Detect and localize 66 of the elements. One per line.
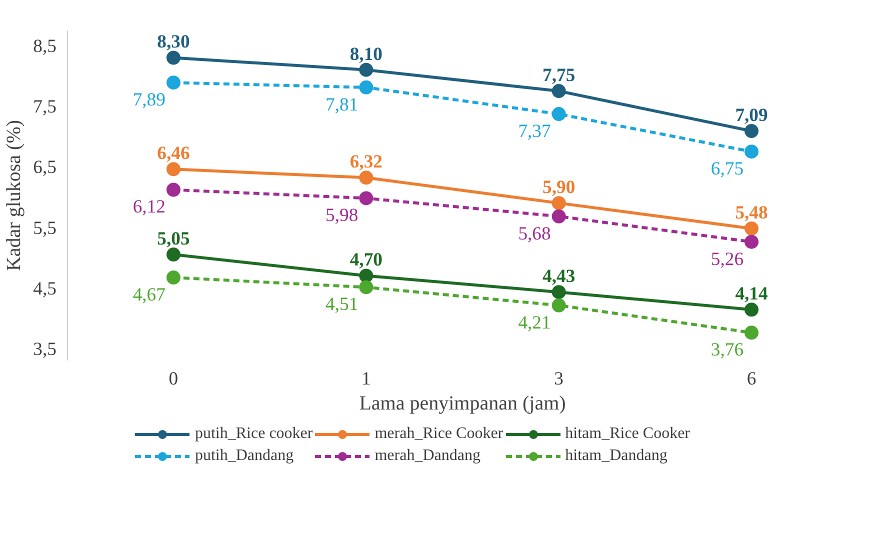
y-tick-label: 3,5 <box>33 338 57 360</box>
point <box>744 326 759 340</box>
point <box>744 124 759 138</box>
data-label: 4,21 <box>518 312 551 334</box>
point <box>552 196 566 210</box>
data-label: 7,37 <box>518 121 551 142</box>
data-label: 8,30 <box>157 32 190 53</box>
data-label: 4,70 <box>350 250 382 271</box>
point <box>166 182 180 197</box>
point <box>552 298 566 312</box>
point <box>744 144 759 159</box>
legend-label: putih_Dandang <box>194 447 294 465</box>
data-label: 7,75 <box>542 65 576 86</box>
y-tick-label: 8,5 <box>33 36 57 58</box>
point <box>744 222 759 236</box>
y-tick-label: 5,5 <box>33 218 57 239</box>
y-tick-label: 4,5 <box>33 278 57 300</box>
data-label: 4,43 <box>542 266 576 288</box>
x-tick-label: 0 <box>168 368 178 390</box>
data-label: 5,26 <box>710 248 744 270</box>
legend-label: merah_Rice Cooker <box>374 425 504 443</box>
point <box>166 270 180 285</box>
y-tick-label: 6,5 <box>33 157 57 178</box>
data-label: 8,10 <box>350 44 382 65</box>
y-axis-title: Kadar glukosa (%) <box>3 120 26 272</box>
data-label: 4,51 <box>326 294 358 316</box>
point <box>359 80 374 94</box>
data-label: 5,68 <box>518 223 551 244</box>
data-label: 4,14 <box>735 284 768 305</box>
data-label: 7,09 <box>735 105 768 126</box>
point <box>744 302 759 317</box>
data-label: 5,98 <box>326 205 358 226</box>
data-label: 6,12 <box>132 196 166 218</box>
legend-label: merah_Dandang <box>374 447 480 465</box>
point <box>166 162 180 176</box>
data-label: 5,48 <box>735 202 768 224</box>
point <box>552 209 566 224</box>
point <box>552 285 566 300</box>
x-tick-label: 6 <box>746 368 756 390</box>
point <box>166 76 180 90</box>
data-label: 7,89 <box>132 90 166 111</box>
point <box>359 191 374 206</box>
data-label: 3,76 <box>710 340 744 361</box>
point <box>359 62 374 77</box>
point <box>359 170 374 185</box>
data-label: 5,90 <box>542 177 576 198</box>
data-label: 7,81 <box>326 94 358 116</box>
legend-label: hitam_Dandang <box>565 447 668 465</box>
data-label: 6,46 <box>157 143 190 164</box>
legend-label: putih_Rice cooker <box>194 425 313 443</box>
y-tick-label: 7,5 <box>33 96 57 118</box>
data-label: 4,67 <box>132 284 166 306</box>
data-label: 5,05 <box>157 228 190 250</box>
legend-label: hitam_Rice Cooker <box>565 425 690 443</box>
point <box>359 280 374 294</box>
point <box>166 50 180 65</box>
x-axis-title: Lama penyimpanan (jam) <box>359 392 566 414</box>
point <box>166 248 180 262</box>
x-tick-label: 1 <box>361 368 371 390</box>
point <box>552 84 566 98</box>
point <box>552 107 566 122</box>
data-label: 6,32 <box>350 152 382 173</box>
x-tick-label: 3 <box>554 368 564 390</box>
point <box>359 268 374 283</box>
data-label: 6,75 <box>710 158 744 180</box>
point <box>744 234 759 249</box>
